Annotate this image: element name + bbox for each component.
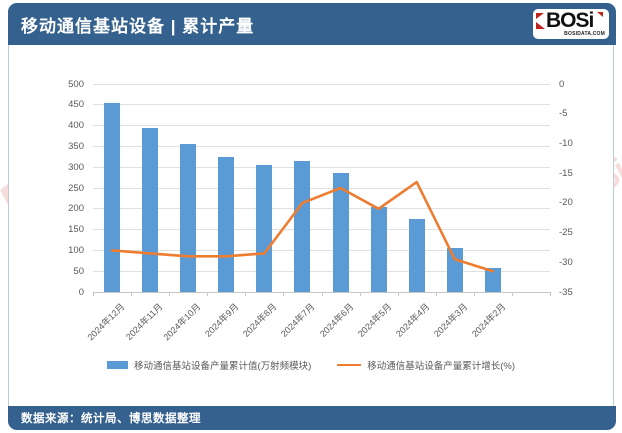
legend: 移动通信基站设备产量累计值(万射频模块) 移动通信基站设备产量累计增长(%) — [0, 358, 622, 372]
data-source-text: 数据来源：统计局、博思数据整理 — [21, 413, 201, 425]
x-axis-tick — [359, 292, 361, 296]
bar-2024年5月 — [370, 206, 387, 292]
x-axis-tick — [511, 292, 513, 296]
x-axis-tick — [397, 292, 399, 296]
legend-label-bar-series: 移动通信基站设备产量累计值(万射频模块) — [133, 361, 312, 372]
x-axis-tick — [93, 292, 94, 296]
gridline — [93, 83, 550, 85]
left-axis-tick-label: 300 — [68, 161, 84, 173]
x-axis-tick — [473, 292, 475, 296]
right-axis-tick-label: -35 — [559, 286, 573, 298]
bar-series-swatch-icon — [106, 361, 128, 369]
bosi-logo: BOSi BOSIDATA.COM — [533, 9, 609, 39]
right-axis-tick-label: 0 — [559, 78, 565, 90]
bar-2024年8月 — [256, 165, 273, 292]
gridline — [93, 145, 550, 147]
left-axis-tick-label: 450 — [68, 99, 84, 111]
legend-label-line-series: 移动通信基站设备产量累计增长(%) — [367, 361, 516, 372]
bar-2024年4月 — [408, 219, 425, 292]
x-axis-tick — [283, 292, 285, 296]
bar-2024年11月 — [142, 127, 159, 292]
gridline — [93, 229, 550, 231]
right-axis-tick-label: -15 — [559, 167, 573, 179]
growth-line-series — [110, 180, 495, 273]
legend-item-line-series: 移动通信基站设备产量累计增长(%) — [337, 358, 515, 372]
right-axis-tick-label: -10 — [559, 137, 573, 149]
growth-line-path — [110, 180, 495, 273]
left-axis-tick-label: 500 — [68, 78, 84, 90]
left-axis-tick-label: 100 — [68, 244, 84, 256]
left-axis-tick-label: 200 — [68, 203, 84, 215]
gridline — [93, 187, 550, 189]
legend-item-bar-series: 移动通信基站设备产量累计值(万射频模块) — [106, 358, 312, 372]
x-axis-tick — [550, 292, 551, 296]
right-axis-tick-label: -20 — [559, 197, 573, 209]
x-axis-tick — [321, 292, 323, 296]
bar-2024年2月 — [484, 268, 501, 292]
gridline — [93, 249, 550, 251]
left-axis-tick-label: 400 — [68, 120, 84, 132]
bar-2024年7月 — [294, 160, 311, 292]
gridline — [93, 166, 550, 168]
page-title: 移动通信基站设备 | 累计产量 — [21, 16, 255, 36]
gridline — [93, 104, 550, 106]
header-bar: 移动通信基站设备 | 累计产量 BOSi BOSIDATA.COM — [8, 3, 616, 45]
x-axis-tick — [435, 292, 437, 296]
left-axis-tick-label: 250 — [68, 182, 84, 194]
right-axis-tick-label: -30 — [559, 256, 573, 268]
bar-2024年6月 — [332, 173, 349, 292]
x-axis-tick — [169, 292, 171, 296]
x-axis-tick — [207, 292, 209, 296]
gridline — [93, 125, 550, 127]
logo-accent-icon — [536, 22, 545, 29]
gridline — [93, 208, 550, 210]
x-axis-tick — [245, 292, 247, 296]
line-series-swatch-icon — [337, 363, 362, 367]
footer-bar: 数据来源：统计局、博思数据整理 — [8, 406, 616, 430]
logo-wordmark: BOSi — [546, 9, 594, 32]
right-axis-tick-label: -25 — [559, 227, 573, 239]
left-axis-tick-label: 50 — [73, 265, 84, 277]
left-axis-tick-label: 150 — [68, 224, 84, 236]
left-axis-tick-label: 350 — [68, 140, 84, 152]
bar-2024年9月 — [218, 156, 235, 292]
logo-accent-icon — [536, 13, 544, 19]
left-axis-tick-label: 0 — [78, 286, 84, 298]
gridline — [93, 270, 550, 272]
right-axis-tick-label: -5 — [559, 108, 568, 120]
plot-area — [93, 83, 551, 296]
bar-2024年12月 — [104, 102, 121, 292]
x-axis-tick — [131, 292, 133, 296]
logo-accent-icon — [597, 12, 603, 17]
logo-domain: BOSIDATA.COM — [564, 31, 605, 37]
